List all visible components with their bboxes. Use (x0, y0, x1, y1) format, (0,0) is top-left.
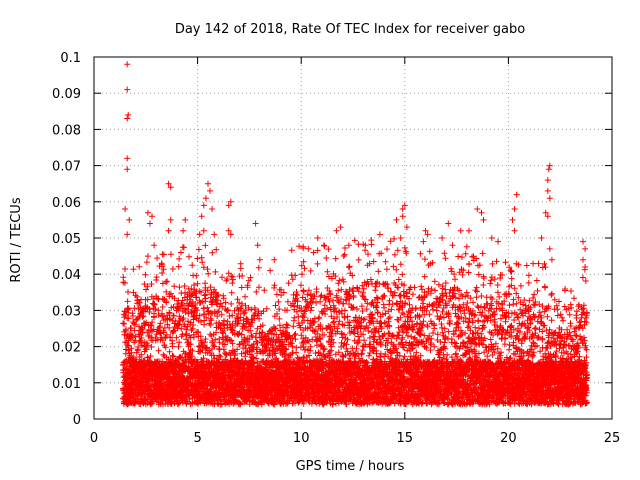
data-point (129, 332, 136, 339)
data-point (130, 266, 137, 273)
data-point (128, 349, 135, 356)
data-point (124, 306, 131, 313)
data-point (121, 361, 128, 368)
data-point (122, 266, 128, 272)
data-point (121, 331, 128, 338)
data-point (125, 315, 132, 322)
data-point (130, 320, 137, 327)
data-point (124, 342, 131, 348)
data-point (124, 298, 131, 305)
data-points (120, 61, 591, 408)
data-point (121, 320, 128, 327)
data-point (125, 305, 132, 312)
data-point (121, 280, 128, 286)
data-point (125, 289, 131, 295)
data-point (120, 274, 127, 281)
data-point (128, 325, 135, 332)
grid-lines (94, 57, 612, 419)
data-point (120, 320, 127, 327)
chart-title: Day 142 of 2018, Rate Of TEC Index for r… (175, 22, 525, 37)
data-point (127, 331, 134, 338)
data-point (122, 326, 129, 333)
data-point (129, 313, 136, 319)
